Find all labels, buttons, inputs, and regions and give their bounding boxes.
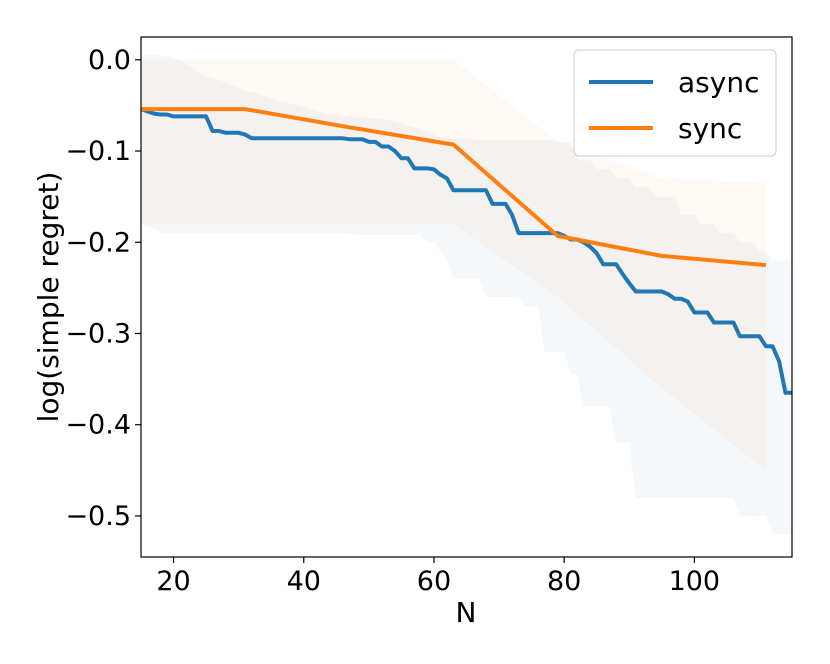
y-axis-label: log(simple regret) [32, 172, 65, 423]
y-tick-label: −0.1 [65, 136, 131, 167]
x-tick-label: 100 [669, 566, 721, 597]
legend-label-async: async [678, 66, 759, 99]
x-tick-label: 60 [417, 566, 451, 597]
x-axis-label: N [456, 596, 477, 629]
async-band [141, 55, 792, 535]
legend: async sync [573, 49, 777, 157]
y-axis: 0.0 −0.1 −0.2 −0.3 −0.4 −0.5 [65, 45, 141, 532]
plot-frame [140, 36, 793, 558]
sync-band [141, 59, 766, 471]
plot-lines [140, 107, 792, 395]
y-tick-label: 0.0 [88, 45, 131, 76]
x-tick-label: 40 [287, 566, 321, 597]
y-tick-label: −0.2 [65, 227, 131, 258]
async-line [140, 107, 792, 395]
legend-label-sync: sync [678, 112, 742, 145]
sync-line [141, 107, 767, 268]
x-tick-label: 20 [156, 566, 190, 597]
plot-bands [141, 55, 792, 535]
x-axis: 20 40 60 80 100 [156, 557, 720, 597]
x-tick-label: 80 [547, 566, 581, 597]
y-tick-label: −0.3 [65, 318, 131, 349]
y-tick-label: −0.5 [65, 501, 131, 532]
y-tick-label: −0.4 [65, 410, 131, 441]
